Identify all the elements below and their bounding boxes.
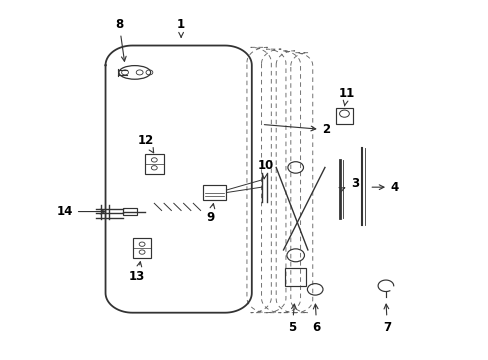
- Bar: [133, 238, 151, 258]
- Text: 13: 13: [129, 262, 145, 283]
- Text: 5: 5: [287, 304, 296, 333]
- Text: 8: 8: [115, 18, 126, 61]
- Text: 10: 10: [257, 159, 273, 179]
- Text: 6: 6: [312, 304, 320, 333]
- Bar: [335, 108, 352, 125]
- Text: 7: 7: [383, 304, 390, 333]
- Bar: [122, 208, 137, 215]
- Text: 14: 14: [57, 205, 105, 218]
- Bar: [145, 154, 163, 174]
- Text: 11: 11: [338, 87, 354, 106]
- Text: 1: 1: [177, 18, 185, 37]
- Bar: [203, 185, 226, 200]
- Text: 9: 9: [206, 204, 214, 224]
- Text: 3: 3: [338, 177, 358, 192]
- Text: 4: 4: [371, 181, 398, 194]
- Text: 2: 2: [264, 123, 330, 136]
- Text: 12: 12: [138, 134, 154, 153]
- Bar: [285, 268, 306, 286]
